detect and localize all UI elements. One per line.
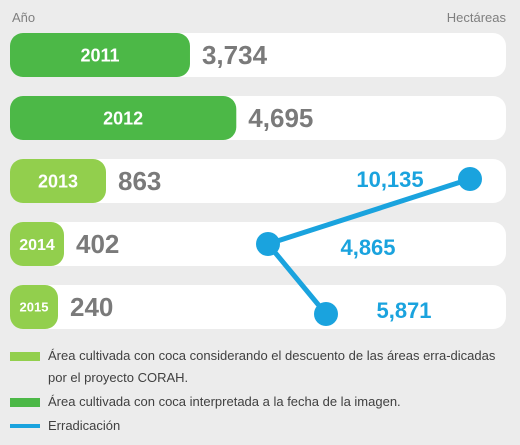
- bar-adjusted-2014: [10, 222, 64, 266]
- year-label-2013: 2013: [38, 171, 78, 191]
- legend-item-adjusted-area: Área cultivada con coca considerando el …: [10, 345, 515, 389]
- eradication-point-2015: [314, 302, 338, 326]
- value-label-2014: 402: [76, 229, 119, 259]
- bar-interpreted-2011: [10, 33, 190, 77]
- chart: Año Hectáreas 2011 3,734 2012 4,695 2013 863 2…: [10, 10, 507, 329]
- value-label-2015: 240: [70, 292, 113, 322]
- legend-label: Área cultivada con coca considerando el …: [48, 348, 496, 385]
- row-background: [10, 159, 506, 203]
- bar-interpreted-2012: [10, 96, 237, 140]
- value-label-2011: 3,734: [202, 40, 268, 70]
- year-label-2014: 2014: [19, 237, 55, 254]
- legend-label: Erradicación: [48, 418, 121, 433]
- eradication-value-2013: 10,135: [356, 167, 423, 192]
- legend-item-eradication: Erradicación: [10, 415, 515, 437]
- eradication-value-2015: 5,871: [376, 298, 431, 323]
- year-label-2011: 2011: [80, 45, 119, 65]
- value-label-2013: 863: [118, 166, 161, 196]
- header-hectares-label: Hectáreas: [447, 10, 507, 25]
- legend-swatch-green: [10, 398, 40, 407]
- value-label-2012: 4,695: [248, 103, 313, 133]
- year-label-2012: 2012: [103, 108, 143, 128]
- eradication-point-2013: [458, 167, 482, 191]
- legend-swatch-blue-line: [10, 424, 40, 428]
- bar-adjusted-2013: [10, 159, 106, 203]
- eradication-value-2014: 4,865: [340, 235, 395, 260]
- row-background: [10, 285, 506, 329]
- year-label-2015: 2015: [20, 300, 49, 315]
- legend-item-interpreted-area: Área cultivada con coca interpretada a l…: [10, 391, 515, 413]
- header-year-label: Año: [12, 10, 35, 25]
- legend-swatch-light-green: [10, 352, 40, 361]
- bar-adjusted-2015: [10, 285, 58, 329]
- eradication-point-2014: [256, 232, 280, 256]
- legend: Área cultivada con coca considerando el …: [10, 345, 515, 439]
- legend-label: Área cultivada con coca interpretada a l…: [48, 394, 401, 409]
